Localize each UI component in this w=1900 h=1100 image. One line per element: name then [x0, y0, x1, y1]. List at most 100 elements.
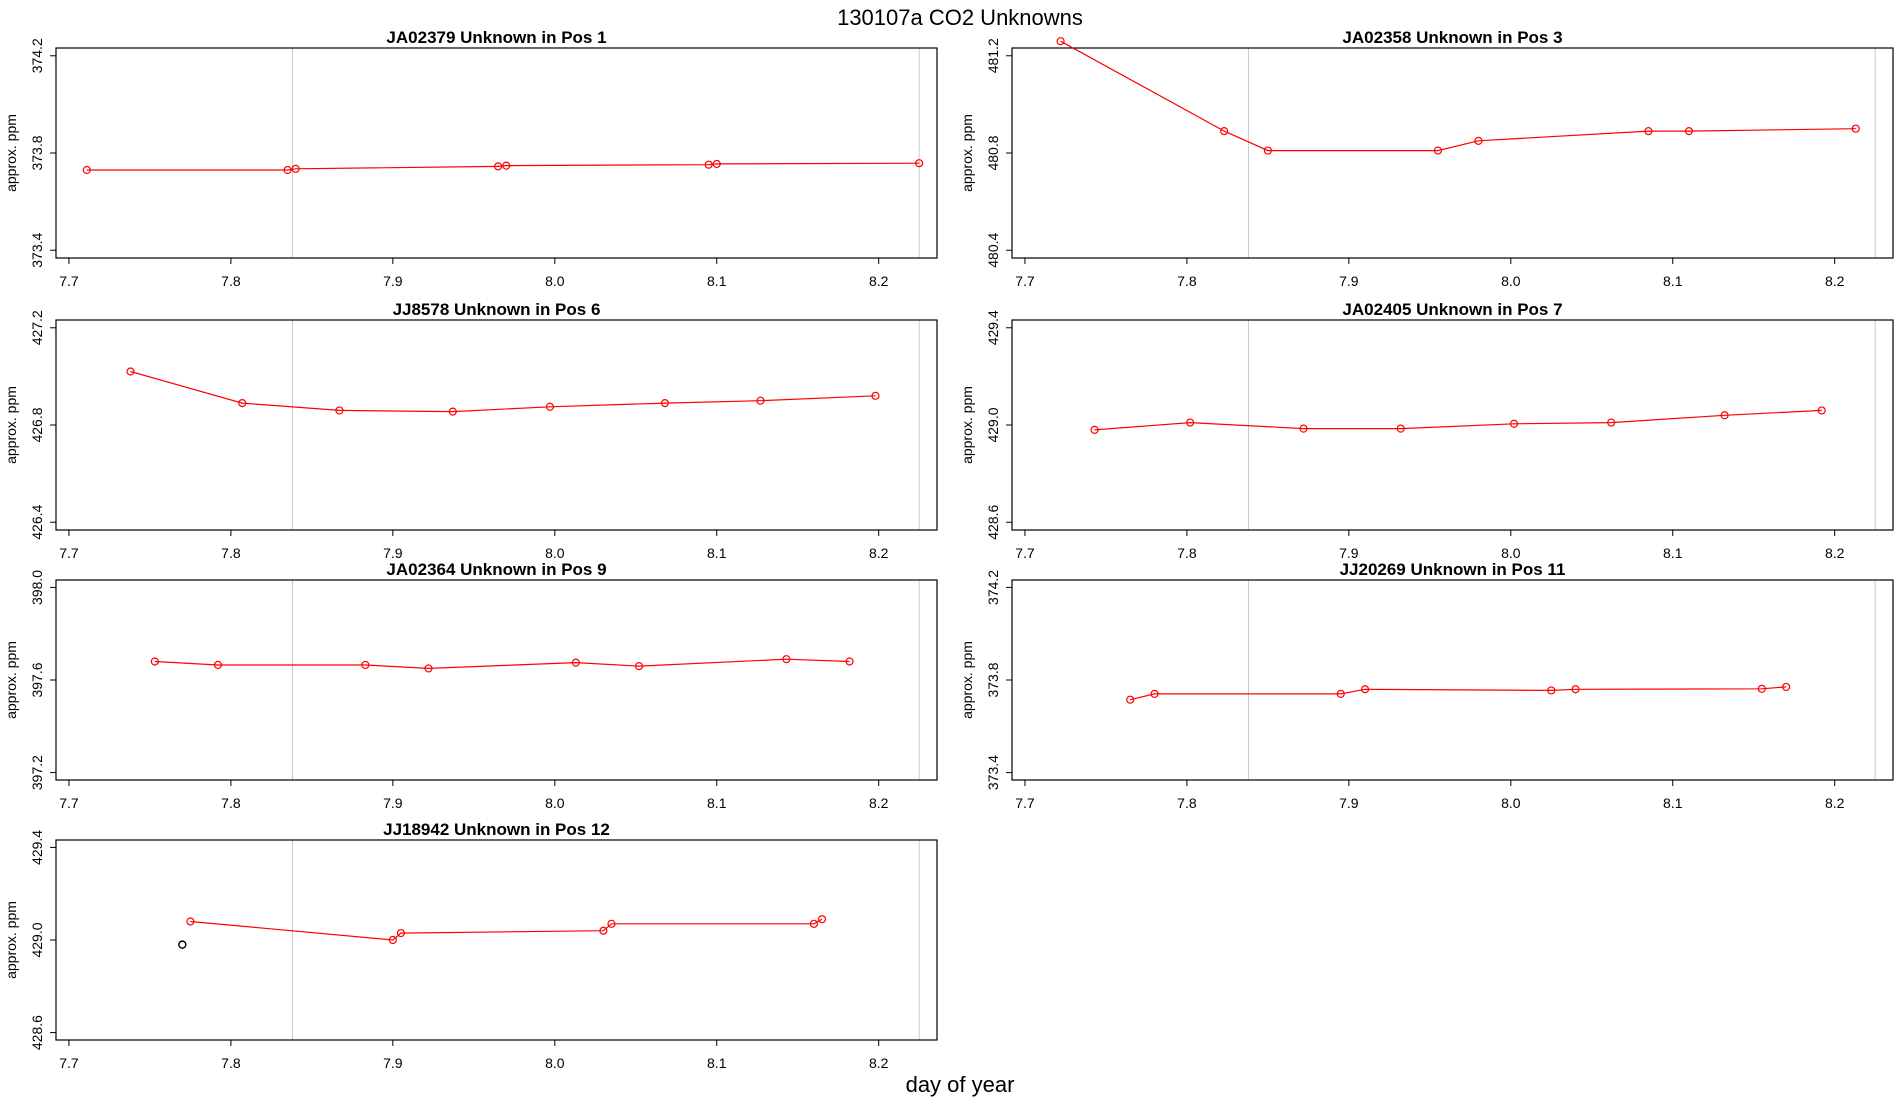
data-point: [1720, 411, 1729, 420]
x-tick-label: 8.0: [1501, 545, 1521, 561]
data-point: [126, 367, 135, 376]
y-tick-label: 426.4: [29, 504, 45, 539]
data-point: [186, 917, 195, 926]
data-point: [1474, 136, 1483, 145]
data-point: [1547, 686, 1556, 695]
x-tick-label: 7.8: [1177, 545, 1197, 561]
y-axis-label: approx. ppm: [3, 901, 19, 979]
x-tick-label: 7.9: [383, 795, 403, 811]
data-point: [335, 406, 344, 415]
panel-title: JJ18942 Unknown in Pos 12: [383, 820, 610, 839]
x-tick-label: 7.9: [1339, 795, 1359, 811]
data-point: [1299, 424, 1308, 433]
data-point: [1396, 424, 1405, 433]
y-tick-label: 374.2: [29, 38, 45, 73]
panel-title: JA02405 Unknown in Pos 7: [1342, 300, 1562, 319]
series-line: [1060, 40, 1856, 152]
data-point: [494, 162, 503, 171]
data-point: [1509, 419, 1519, 428]
series-line: [190, 918, 823, 941]
data-point: [213, 660, 223, 670]
y-tick-label: 429.0: [29, 922, 45, 957]
x-tick-label: 7.8: [1177, 273, 1197, 289]
panel-title: JJ8578 Unknown in Pos 6: [393, 300, 601, 319]
y-tick-label: 428.6: [29, 1015, 45, 1050]
panel-title: JJ20269 Unknown in Pos 11: [1340, 560, 1566, 579]
data-point: [396, 928, 406, 938]
panel-1: JA02379 Unknown in Pos 1 7.7 7.8 7.9 8.0 8.1 8…: [3, 28, 938, 289]
y-tick-label: 373.8: [985, 662, 1001, 697]
data-point: [448, 407, 457, 416]
data-point: [1782, 682, 1791, 692]
y-tick-label: 373.4: [985, 755, 1001, 790]
x-tick-label: 8.1: [707, 273, 727, 289]
data-point: [1090, 425, 1099, 434]
data-point: [660, 399, 670, 408]
y-axis-label: approx. ppm: [3, 114, 19, 192]
figure-title: 130107a CO2 Unknowns: [837, 5, 1083, 30]
plot-frame: [1011, 579, 1894, 781]
x-tick-label: 7.8: [221, 1055, 241, 1071]
x-tick-label: 8.1: [1663, 273, 1683, 289]
data-point: [1757, 684, 1766, 693]
x-tick-label: 7.8: [221, 273, 241, 289]
x-tick-label: 8.2: [869, 1055, 889, 1071]
data-point: [599, 926, 608, 935]
figure-xlabel: day of year: [906, 1072, 1015, 1097]
x-tick-label: 7.9: [383, 273, 403, 289]
data-point: [424, 664, 433, 673]
x-tick-label: 8.1: [1663, 545, 1683, 561]
x-tick-label: 7.7: [59, 1055, 79, 1071]
y-axis-label: approx. ppm: [959, 114, 975, 192]
data-point: [915, 159, 924, 168]
x-tick-label: 8.2: [869, 795, 889, 811]
data-point: [1644, 127, 1653, 136]
y-tick-label: 427.2: [29, 310, 45, 345]
panel-title: JA02379 Unknown in Pos 1: [386, 28, 606, 47]
x-tick-label: 7.8: [221, 545, 241, 561]
y-tick-label: 373.4: [29, 232, 45, 267]
data-point: [1186, 418, 1195, 427]
x-tick-label: 8.1: [707, 795, 727, 811]
series-line: [130, 370, 876, 413]
x-tick-label: 8.2: [1825, 795, 1845, 811]
plot-frame: [1011, 47, 1894, 259]
x-tick-label: 8.0: [545, 273, 565, 289]
data-point: [283, 165, 292, 175]
data-point: [704, 160, 713, 169]
x-tick-label: 7.9: [383, 1055, 403, 1071]
y-axis-label: approx. ppm: [3, 641, 19, 719]
series-line: [1094, 409, 1822, 431]
data-point: [1150, 689, 1159, 698]
x-tick-label: 7.7: [1015, 273, 1035, 289]
plot-frame: [55, 319, 938, 531]
y-axis-label: approx. ppm: [3, 386, 19, 464]
data-point: [1336, 689, 1345, 698]
plot-frame: [55, 839, 938, 1041]
x-tick-label: 7.7: [59, 795, 79, 811]
data-point: [571, 658, 580, 667]
panels-group: JA02379 Unknown in Pos 1 7.7 7.8 7.9 8.0 8.1 8…: [3, 28, 1894, 1071]
data-point: [1056, 37, 1065, 46]
panel-title: JA02364 Unknown in Pos 9: [386, 560, 606, 579]
x-tick-label: 7.8: [1177, 795, 1197, 811]
x-tick-label: 8.0: [545, 795, 565, 811]
data-point: [361, 660, 370, 670]
y-tick-label: 481.2: [985, 38, 1001, 73]
data-point: [634, 662, 644, 671]
data-point: [388, 935, 397, 945]
data-point: [150, 657, 159, 666]
series-line: [154, 658, 850, 670]
y-tick-label: 398.0: [29, 570, 45, 605]
data-point: [712, 159, 721, 169]
outlier-point: [178, 940, 187, 949]
x-tick-label: 7.7: [59, 273, 79, 289]
x-tick-label: 8.1: [1663, 795, 1683, 811]
series-line: [1130, 686, 1787, 701]
x-tick-label: 8.2: [869, 273, 889, 289]
y-tick-label: 397.2: [29, 755, 45, 790]
x-tick-label: 7.9: [1339, 273, 1359, 289]
x-tick-label: 8.0: [545, 1055, 565, 1071]
data-point: [809, 919, 819, 928]
